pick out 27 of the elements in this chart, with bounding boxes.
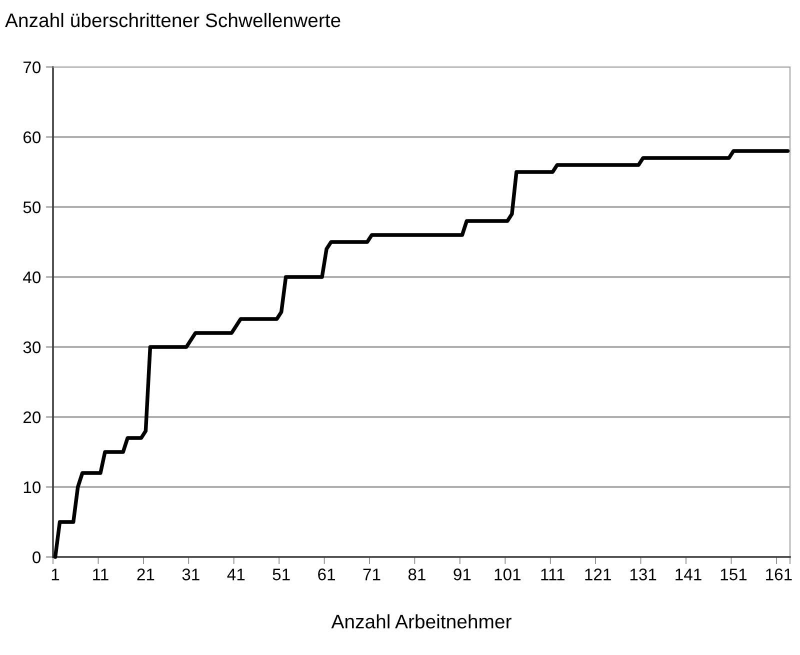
x-tick-label: 161 bbox=[766, 568, 792, 580]
x-tick-label: 21 bbox=[137, 568, 154, 580]
y-tick-label: 20 bbox=[23, 411, 41, 424]
y-tick-label: 40 bbox=[23, 271, 41, 284]
x-tick-label: 51 bbox=[272, 568, 290, 580]
x-tick-label: 131 bbox=[630, 568, 656, 580]
x-tick-label: 61 bbox=[318, 568, 336, 580]
x-tick-label: 111 bbox=[541, 568, 564, 580]
x-tick-label: 121 bbox=[585, 568, 611, 580]
x-tick-label: 91 bbox=[454, 568, 471, 580]
y-tick-label: 30 bbox=[23, 341, 41, 354]
x-tick-label: 141 bbox=[676, 568, 702, 580]
x-tick-label: 11 bbox=[93, 568, 108, 580]
y-tick-label: 60 bbox=[24, 131, 41, 144]
y-tick-label: 70 bbox=[24, 61, 41, 74]
y-axis-title: Anzahl überschrittener Schwellenwerte bbox=[5, 12, 340, 28]
x-tick-label: 41 bbox=[227, 568, 245, 580]
x-tick-label: 1 bbox=[52, 568, 60, 580]
x-tick-label: 81 bbox=[408, 568, 426, 580]
x-axis-title: Anzahl Arbeitnehmer bbox=[331, 614, 512, 628]
x-tick-label: 71 bbox=[363, 568, 380, 580]
x-tick-label: 101 bbox=[494, 568, 520, 580]
y-tick-label: 50 bbox=[23, 201, 41, 214]
y-tick-label: 10 bbox=[24, 481, 41, 494]
y-tick-label: 0 bbox=[32, 551, 41, 564]
x-tick-label: 31 bbox=[182, 568, 200, 580]
x-tick-label: 151 bbox=[720, 568, 747, 580]
